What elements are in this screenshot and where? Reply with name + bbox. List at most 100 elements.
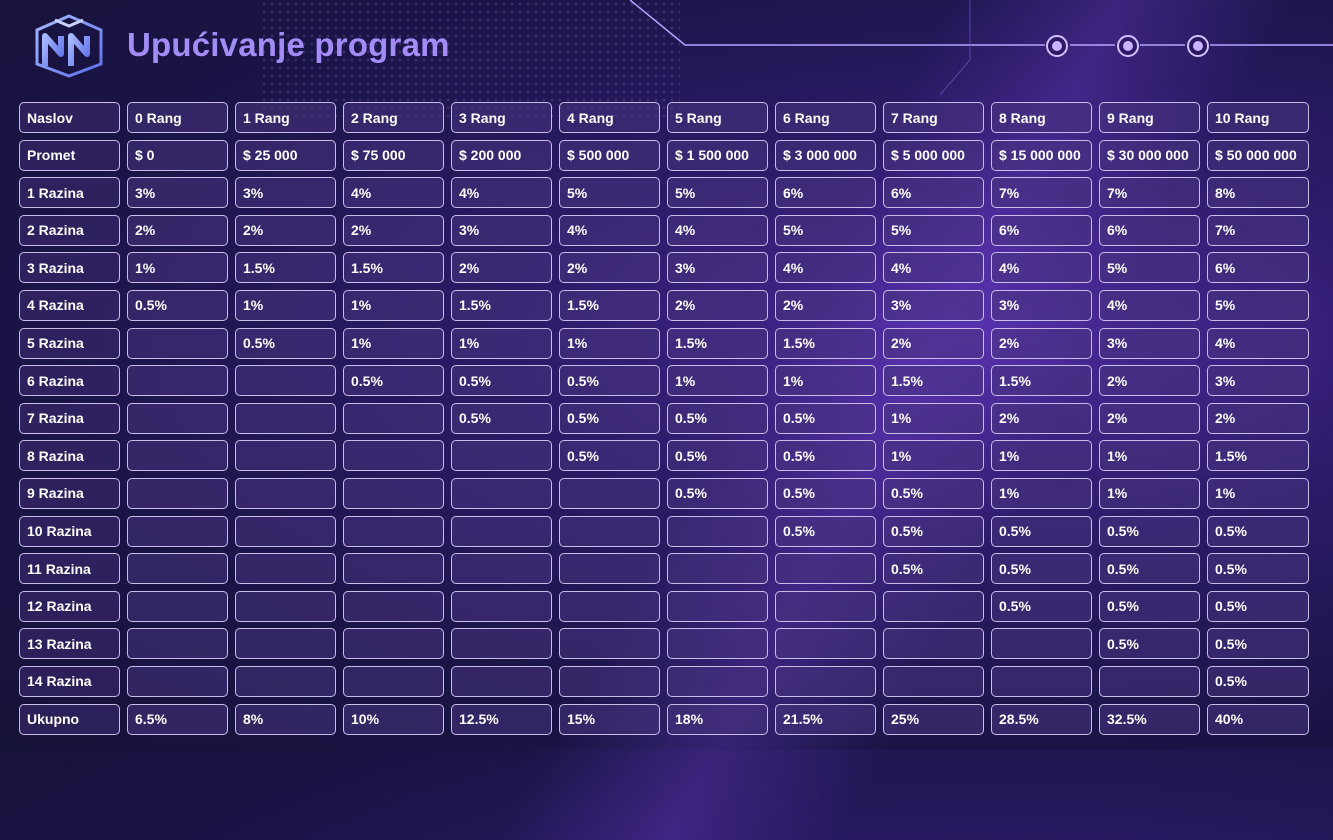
table-cell: 0.5% <box>667 477 768 509</box>
table-cell <box>1099 665 1200 697</box>
table-cell <box>775 628 876 660</box>
table-cell: 0.5% <box>1207 590 1309 622</box>
table-cell: 1% <box>775 365 876 397</box>
row-label: 12 Razina <box>19 590 120 622</box>
table-cell: 1.5% <box>451 289 552 321</box>
table-cell: 6% <box>775 177 876 209</box>
table-cell: 4% <box>343 177 444 209</box>
table-cell: 1% <box>559 327 660 359</box>
table-cell <box>667 590 768 622</box>
table-cell: 0.5% <box>1207 515 1309 547</box>
table-cell: 2% <box>883 327 984 359</box>
table-cell: 4% <box>667 214 768 246</box>
table-cell: 5% <box>1099 252 1200 284</box>
table-cell: 1.5% <box>235 252 336 284</box>
table-cell <box>559 477 660 509</box>
table-cell <box>451 515 552 547</box>
table-cell <box>451 477 552 509</box>
table-cell <box>559 665 660 697</box>
header-cell-rank: 5 Rang <box>667 102 768 133</box>
row-label: Promet <box>19 139 120 171</box>
table-cell: 5% <box>883 214 984 246</box>
table-cell: $ 75 000 <box>343 139 444 171</box>
row-label: 13 Razina <box>19 628 120 660</box>
nav-dot-2[interactable] <box>1117 35 1139 57</box>
table-cell: 3% <box>235 177 336 209</box>
table-cell <box>343 553 444 585</box>
table-cell: 0.5% <box>991 590 1092 622</box>
table-cell: 1% <box>1099 440 1200 472</box>
radio-dot-icon <box>1193 41 1203 51</box>
table-cell: 1% <box>1207 477 1309 509</box>
table-cell <box>883 665 984 697</box>
table-cell: 6% <box>883 177 984 209</box>
table-cell: 0.5% <box>1099 553 1200 585</box>
table-cell <box>451 440 552 472</box>
row-label: 14 Razina <box>19 665 120 697</box>
header: Upućivanje program <box>0 0 1333 95</box>
row-label: 1 Razina <box>19 177 120 209</box>
table-cell <box>667 665 768 697</box>
row-label: 3 Razina <box>19 252 120 284</box>
nav-dot-3[interactable] <box>1187 35 1209 57</box>
table-cell <box>235 553 336 585</box>
nn-cube-logo-icon <box>35 14 103 78</box>
table-cell: 5% <box>667 177 768 209</box>
table-cell <box>991 628 1092 660</box>
table-cell: 2% <box>991 327 1092 359</box>
table-cell: $ 200 000 <box>451 139 552 171</box>
table-cell: 0.5% <box>775 402 876 434</box>
table-cell: 1% <box>667 365 768 397</box>
table-cell <box>559 553 660 585</box>
radio-dot-icon <box>1052 41 1062 51</box>
table-cell: 0.5% <box>1207 628 1309 660</box>
page-title: Upućivanje program <box>127 26 450 63</box>
row-label: 5 Razina <box>19 327 120 359</box>
table-cell: 2% <box>451 252 552 284</box>
table-cell <box>451 553 552 585</box>
radio-dot-icon <box>1123 41 1133 51</box>
table-cell: 1.5% <box>775 327 876 359</box>
table-cell: 2% <box>667 289 768 321</box>
table-cell <box>235 402 336 434</box>
header-cell-rank: 9 Rang <box>1099 102 1200 133</box>
table-cell <box>343 477 444 509</box>
table-cell: 25% <box>883 703 984 735</box>
table-cell: 18% <box>667 703 768 735</box>
table-cell: 8% <box>235 703 336 735</box>
table-cell: 0.5% <box>991 515 1092 547</box>
table-cell: 6.5% <box>127 703 228 735</box>
table-cell <box>775 553 876 585</box>
table-cell <box>235 665 336 697</box>
table-cell <box>127 402 228 434</box>
table-cell <box>127 665 228 697</box>
table-cell: 2% <box>1099 365 1200 397</box>
table-cell: 1% <box>451 327 552 359</box>
table-cell: 1% <box>1099 477 1200 509</box>
table-cell: 1% <box>991 440 1092 472</box>
header-cell-rank: 2 Rang <box>343 102 444 133</box>
table-cell: 40% <box>1207 703 1309 735</box>
table-cell: 1.5% <box>883 365 984 397</box>
table-cell <box>127 365 228 397</box>
nav-dot-1[interactable] <box>1046 35 1068 57</box>
table-cell: 12.5% <box>451 703 552 735</box>
table-cell: 0.5% <box>667 440 768 472</box>
background-dot-pattern <box>260 0 680 120</box>
table-cell <box>775 665 876 697</box>
table-cell <box>451 665 552 697</box>
header-cell-rank: 7 Rang <box>883 102 984 133</box>
table-cell <box>343 628 444 660</box>
table-cell <box>127 590 228 622</box>
table-cell <box>343 440 444 472</box>
table-cell: 1% <box>883 402 984 434</box>
table-cell <box>991 665 1092 697</box>
row-label: 7 Razina <box>19 402 120 434</box>
table-cell <box>343 665 444 697</box>
table-cell: 0.5% <box>235 327 336 359</box>
table-cell: 3% <box>451 214 552 246</box>
table-cell: 4% <box>883 252 984 284</box>
table-cell: $ 0 <box>127 139 228 171</box>
header-cell-title: Naslov <box>19 102 120 133</box>
table-cell: 0.5% <box>775 477 876 509</box>
